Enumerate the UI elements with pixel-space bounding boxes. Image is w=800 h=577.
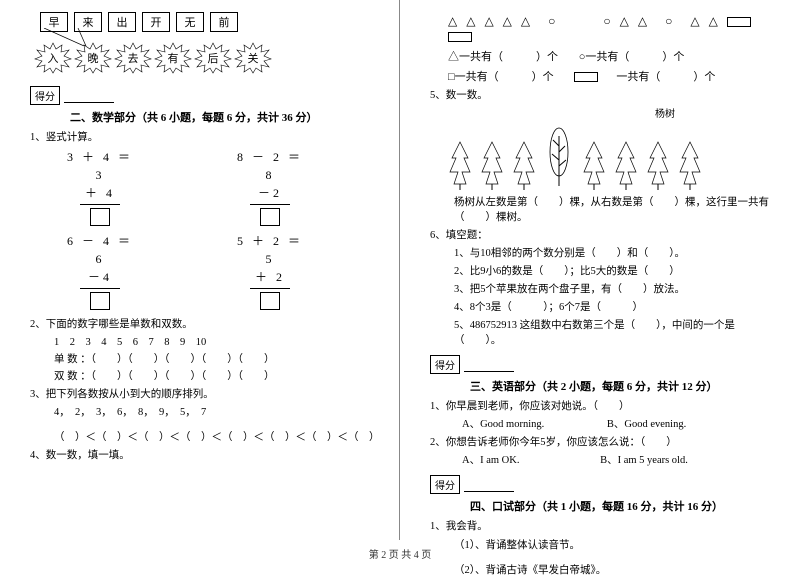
vcalc-l2: －2 [230, 184, 310, 202]
tree-icon [614, 140, 638, 190]
score-row: 得分 [30, 86, 379, 105]
q2-6-5: 5、486752913 这组数中右数第三个是（ ），中间的一个是（ ）。 [454, 317, 780, 347]
score-label: 得分 [430, 355, 460, 374]
q2-6: 6、填空题： [430, 227, 780, 242]
vcalc-eq: 6 － 4 ＝ [60, 232, 140, 250]
section-2-title: 二、数学部分（共 6 小题，每题 6 分，共计 36 分） [70, 109, 379, 125]
rect-shape [727, 17, 751, 27]
starburst-label: 入 [48, 50, 59, 66]
starburst-label: 后 [208, 50, 219, 66]
vcalc-l1: 6 [60, 250, 140, 268]
vcalc-l2: ＋ 4 [60, 184, 140, 202]
tree-icon [480, 140, 504, 190]
vcalc-eq: 8 － 2 ＝ [230, 148, 310, 166]
vcalc-eq: 5 ＋ 2 ＝ [230, 232, 310, 250]
poplar-tree-icon [544, 126, 574, 190]
shape-row: △ △ △ △ △ ○ ○ △ △ ○ △ △ [448, 12, 780, 44]
tree-icon [582, 140, 606, 190]
shapes-line: △ △ △ △ △ ○ ○ △ △ ○ △ △ [448, 14, 721, 28]
section-3-title: 三、英语部分（共 2 小题，每题 6 分，共计 12 分） [470, 378, 780, 394]
vcalc-c: 6 － 4 ＝ 6 －4 [60, 232, 140, 310]
tree-icon [512, 140, 536, 190]
q2-2: 2、下面的数字哪些是单数和双数。 [30, 316, 379, 331]
starburst: 入 [34, 42, 72, 74]
starburst-label: 去 [128, 50, 139, 66]
q2-6-2: 2、比9小6的数是（ ）；比5大的数是（ ） [454, 263, 780, 278]
vcalc-bar [80, 288, 120, 289]
tree-row [448, 126, 780, 190]
q4-1-1: （1）、背诵整体认读音节。 [454, 537, 780, 552]
q2-3-blanks: （ ）＜（ ）＜（ ）＜（ ）＜（ ）＜（ ）＜（ ）＜（ ） [54, 429, 379, 444]
starburst-row: 入 晚 去 有 后 关 [34, 42, 379, 74]
score-label: 得分 [30, 86, 60, 105]
q2-5-text: 杨树从左数是第（ ）棵，从右数是第（ ）棵，这行里一共有（ ）棵树。 [454, 194, 780, 224]
starburst: 晚 [74, 42, 112, 74]
q3-2: 2、你想告诉老师你今年5岁，你应该怎么说：（ ） [430, 434, 780, 449]
q2-2-nums: 1 2 3 4 5 6 7 8 9 10 [54, 334, 379, 349]
starburst-label: 有 [168, 50, 179, 66]
q2-5: 5、数一数。 [430, 87, 780, 102]
q3-1-b: B、Good evening. [607, 419, 686, 430]
tri-count: △一共有（ ）个 [448, 48, 558, 64]
q4-1: 1、我会背。 [430, 518, 780, 533]
q3-1-a: A、Good morning. [462, 419, 544, 430]
starburst-label: 晚 [88, 50, 99, 66]
q2-3-nums: 4， 2， 3， 6， 8， 9， 5， 7 [54, 404, 379, 419]
answer-box [260, 208, 280, 226]
q2-4: 4、数一数，填一填。 [30, 447, 379, 462]
rect-shape-icon [574, 72, 598, 82]
score-line [464, 358, 514, 372]
q2-6-4: 4、8个3是（ ）；6个7是（ ） [454, 299, 780, 314]
vcalc-l1: 3 [60, 166, 140, 184]
q2-2-odd: 单 数 ：（ ）（ ）（ ）（ ）（ ） [54, 351, 379, 366]
vcalc-bar [250, 204, 290, 205]
starburst-label: 关 [248, 50, 259, 66]
answer-box [90, 208, 110, 226]
q3-2-b: B、I am 5 years old. [600, 455, 688, 466]
q4-1-2: （2）、背诵古诗《早发白帝城》。 [454, 562, 780, 577]
starburst: 去 [114, 42, 152, 74]
score-line [464, 478, 514, 492]
starburst: 后 [194, 42, 232, 74]
q3-1: 1、你早晨到老师，你应该对她说。（ ） [430, 398, 780, 413]
q2-2-even: 双 数 ：（ ）（ ）（ ）（ ）（ ） [54, 368, 379, 383]
rect-count: 一共有（ ）个 [616, 68, 715, 84]
vcalc-l1: 8 [230, 166, 310, 184]
starburst: 关 [234, 42, 272, 74]
q2-1: 1、竖式计算。 [30, 129, 379, 144]
circ-count: ○一共有（ ）个 [579, 48, 685, 64]
vcalc-eq: 3 ＋ 4 ＝ [60, 148, 140, 166]
rect-shape [448, 32, 472, 42]
tree-label: 杨树 [550, 105, 780, 120]
tree-icon [448, 140, 472, 190]
answer-box [260, 292, 280, 310]
vcalc-l1: 5 [230, 250, 310, 268]
q3-2-a: A、I am OK. [462, 455, 519, 466]
vcalc-d: 5 ＋ 2 ＝ 5 ＋ 2 [230, 232, 310, 310]
score-line [64, 89, 114, 103]
score-row: 得分 [430, 355, 780, 374]
vcalc-bar [80, 204, 120, 205]
starburst: 有 [154, 42, 192, 74]
q2-6-3: 3、把5个苹果放在两个盘子里，有（ ）放法。 [454, 281, 780, 296]
vcalc-a: 3 ＋ 4 ＝ 3 ＋ 4 [60, 148, 140, 226]
vcalc-bar [250, 288, 290, 289]
sq-count: □一共有（ ）个 [448, 68, 554, 84]
q3-2-choices: A、I am OK. B、I am 5 years old. [462, 452, 780, 467]
q2-6-1: 1、与10相邻的两个数分别是（ ）和（ ）。 [454, 245, 780, 260]
q2-3: 3、把下列各数按从小到大的顺序排列。 [30, 386, 379, 401]
vcalc-l2: ＋ 2 [230, 268, 310, 286]
tree-icon [678, 140, 702, 190]
tree-icon [646, 140, 670, 190]
score-row: 得分 [430, 475, 780, 494]
score-label: 得分 [430, 475, 460, 494]
answer-box [90, 292, 110, 310]
q3-1-choices: A、Good morning. B、Good evening. [462, 416, 780, 431]
section-4-title: 四、口试部分（共 1 小题，每题 16 分，共计 16 分） [470, 498, 780, 514]
vcalc-b: 8 － 2 ＝ 8 －2 [230, 148, 310, 226]
shape-counts-1: △一共有（ ）个 ○一共有（ ）个 [448, 48, 780, 64]
vcalc-l2: －4 [60, 268, 140, 286]
shape-counts-2: □一共有（ ）个 一共有（ ）个 [448, 68, 780, 84]
